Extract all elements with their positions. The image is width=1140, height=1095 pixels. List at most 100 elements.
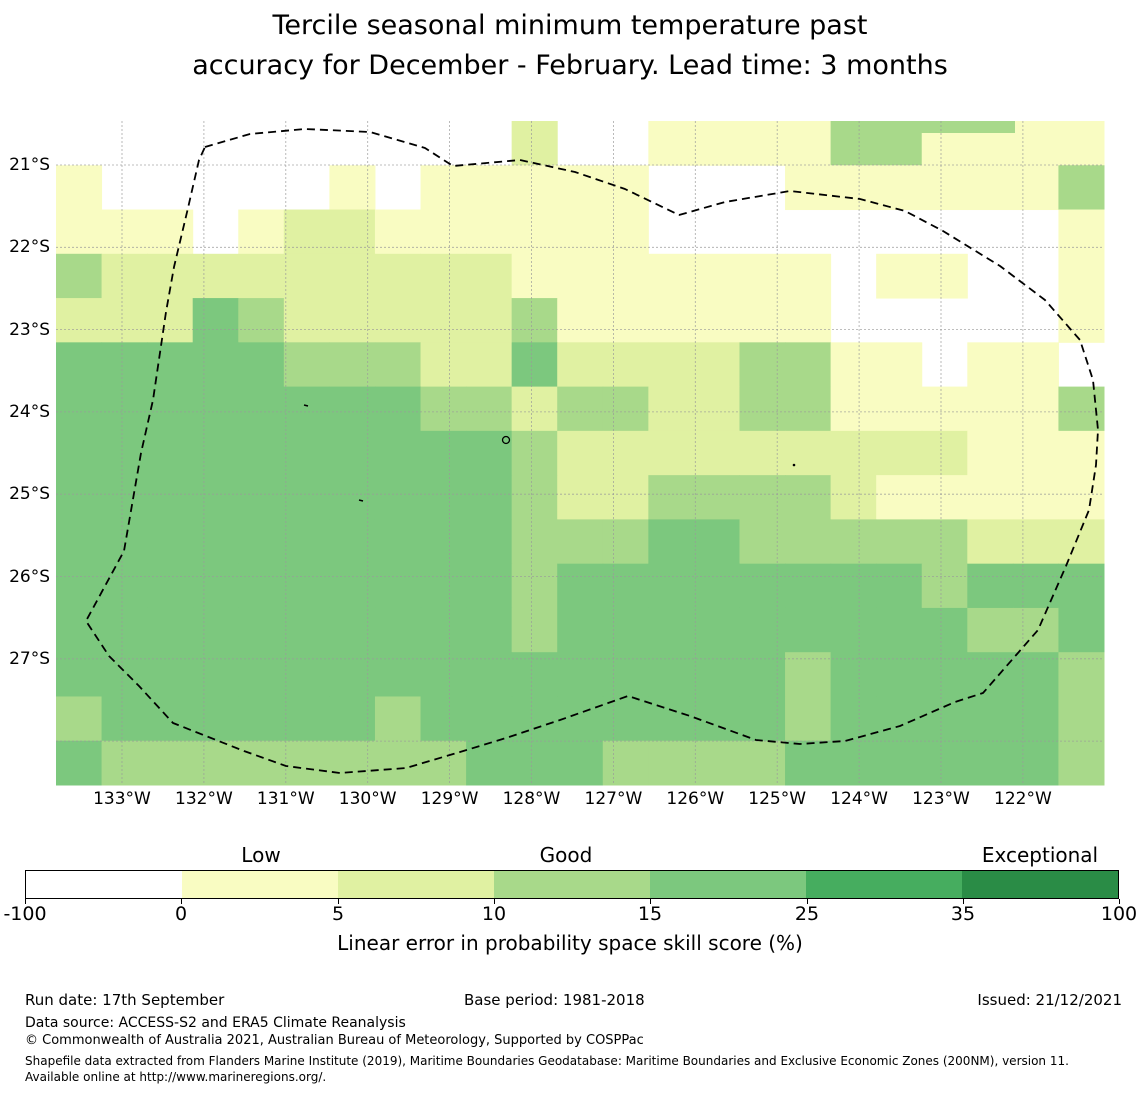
- grid-cell: [921, 696, 968, 742]
- grid-cell: [693, 696, 740, 742]
- grid-cell: [1012, 342, 1059, 388]
- grid-cell: [238, 342, 285, 388]
- grid-cell: [56, 165, 103, 211]
- grid-cell: [466, 430, 513, 476]
- footer-copyright: © Commonwealth of Australia 2021, Austra…: [25, 1033, 644, 1048]
- grid-cell: [830, 740, 877, 786]
- grid-cell: [967, 475, 1014, 520]
- grid-cell: [830, 121, 877, 166]
- grid-cell: [648, 121, 695, 166]
- grid-cell: [511, 740, 558, 786]
- longitude-tick-label: 132°W: [175, 789, 233, 809]
- grid-cell: [785, 342, 832, 388]
- grid-cell: [466, 519, 513, 565]
- grid-cell: [1058, 740, 1105, 786]
- grid-cell: [56, 740, 103, 786]
- grid-cell: [1012, 607, 1059, 653]
- grid-cell: [693, 298, 740, 343]
- grid-cell: [374, 342, 422, 388]
- grid-cell: [329, 607, 376, 653]
- longitude-tick-label: 125°W: [748, 789, 807, 809]
- grid-cell: [1012, 386, 1059, 432]
- grid-cell: [693, 519, 740, 565]
- grid-cell: [511, 253, 558, 299]
- colorbar: [25, 870, 1119, 899]
- title-line-2: accuracy for December - February. Lead t…: [192, 50, 948, 81]
- grid-cell: [693, 475, 740, 520]
- islet-mark: [358, 499, 364, 502]
- longitude-tick-label: 131°W: [256, 789, 315, 809]
- longitude-tick-label: 130°W: [338, 789, 397, 809]
- grid-cell: [283, 563, 330, 609]
- grid-cell: [511, 165, 558, 211]
- grid-cell: [238, 740, 285, 786]
- colorbar-tick-label: 25: [794, 903, 820, 925]
- grid-cell: [420, 475, 467, 520]
- grid-cell: [283, 740, 330, 786]
- grid-cell: [56, 298, 103, 343]
- grid-cell: [921, 475, 968, 520]
- latitude-tick-label: 27°S: [9, 648, 50, 669]
- grid-cell: [921, 386, 968, 432]
- colorbar-tick: [25, 899, 26, 904]
- grid-cell: [921, 519, 968, 565]
- grid-cell: [420, 740, 467, 786]
- latitude-tick-label: 22°S: [9, 237, 50, 258]
- footer-data-source: Data source: ACCESS-S2 and ERA5 Climate …: [25, 1015, 406, 1031]
- grid-cell: [648, 430, 695, 476]
- grid-cell: [147, 386, 194, 432]
- islet-eez-outline: [501, 435, 511, 445]
- longitude-tick-label: 122°W: [994, 789, 1052, 809]
- colorbar-tick-label: 5: [331, 903, 345, 925]
- grid-cell: [56, 475, 103, 520]
- grid-cell: [876, 740, 923, 786]
- grid-cell: [602, 696, 649, 742]
- grid-cell: [1012, 519, 1059, 565]
- grid-cell: [1058, 563, 1105, 609]
- grid-cell: [602, 475, 649, 520]
- grid-cell: [56, 519, 103, 565]
- grid-cell: [192, 607, 239, 653]
- grid-cell: [511, 607, 558, 653]
- grid-cell: [420, 386, 467, 432]
- grid-cell: [101, 519, 148, 565]
- grid-cell: [238, 386, 285, 432]
- grid-cell: [876, 342, 923, 388]
- grid-cell: [693, 386, 740, 432]
- grid-cell: [739, 607, 786, 653]
- grid-cell: [648, 386, 695, 432]
- longitude-tick-label: 127°W: [584, 789, 643, 809]
- grid-cell: [967, 740, 1014, 786]
- grid-cell: [238, 475, 285, 520]
- grid-cell: [1058, 121, 1105, 166]
- grid-cell: [511, 652, 558, 697]
- grid-cell: [329, 298, 376, 343]
- grid-cell: [283, 253, 330, 299]
- grid-cell: [101, 430, 148, 476]
- grid-cell: [466, 563, 513, 609]
- grid-cell: [967, 652, 1014, 697]
- grid-cell: [329, 475, 376, 520]
- footer-base-period: Base period: 1981-2018: [464, 991, 645, 1009]
- grid-cell: [238, 607, 285, 653]
- grid-cell: [967, 607, 1014, 653]
- grid-cell: [101, 209, 148, 255]
- grid-cell: [466, 342, 513, 388]
- grid-cell: [1058, 696, 1105, 742]
- grid-cell: [1058, 253, 1105, 299]
- grid-cell: [192, 298, 239, 343]
- grid-cell: [785, 475, 832, 520]
- grid-cell: [283, 652, 330, 697]
- colorbar-segment: [962, 871, 1118, 898]
- grid-cell: [785, 298, 832, 343]
- grid-cell: [101, 475, 148, 520]
- longitude-tick-label: 128°W: [502, 789, 561, 809]
- grid-cell: [56, 652, 103, 697]
- grid-cell: [192, 430, 239, 476]
- grid-cell: [56, 253, 103, 299]
- grid-cell: [602, 386, 649, 432]
- grid-cell: [329, 253, 376, 299]
- grid-cell: [374, 740, 422, 786]
- colorbar-tick: [1119, 899, 1120, 904]
- grid-cell: [283, 607, 330, 653]
